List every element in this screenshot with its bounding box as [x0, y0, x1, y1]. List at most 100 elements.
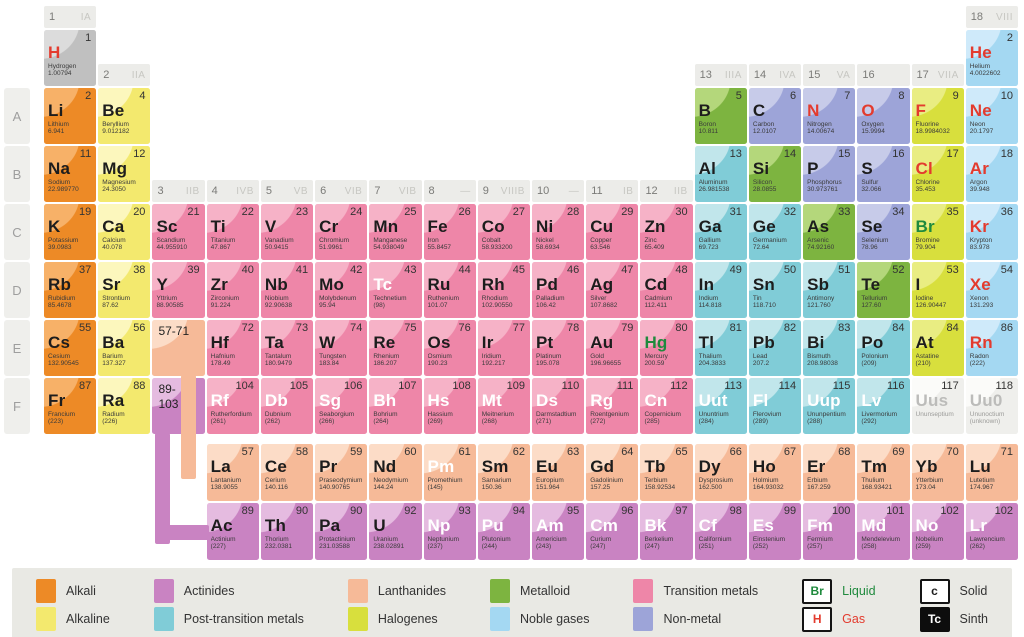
element-Pa[interactable]: 90 Pa Protactinium 231.03588 [315, 503, 368, 560]
element-Sg[interactable]: 106 Sg Seaborgium (266) [315, 378, 368, 434]
element-Cs[interactable]: 55 Cs Cesium 132.90545 [44, 320, 97, 376]
element-S[interactable]: 16 S Sulfur 32.066 [857, 146, 910, 202]
element-Pt[interactable]: 78 Pt Platinum 195.078 [531, 320, 585, 376]
element-Bi[interactable]: 83 Bi Bismuth 208.98038 [803, 320, 856, 376]
element-K[interactable]: 19 K Potassium 39.0983 [44, 204, 97, 260]
element-Lu[interactable]: 71 Lu Lutetium 174.967 [965, 444, 1018, 501]
element-Gd[interactable]: 64 Gd Gadolinium 157.25 [586, 444, 639, 501]
element-Fm[interactable]: 100 Fm Fermium (257) [803, 503, 856, 560]
element-Y[interactable]: 39 Y Yttrium 88.90585 [152, 262, 205, 318]
element-Nb[interactable]: 41 Nb Niobium 92.90638 [260, 262, 314, 318]
element-Am[interactable]: 95 Am Americium (243) [531, 503, 585, 560]
element-Nd[interactable]: 60 Nd Neodymium 144.24 [369, 444, 422, 501]
element-Pm[interactable]: 61 Pm Promethium (145) [423, 444, 476, 501]
element-Lr[interactable]: 102 Lr Lawrencium (262) [965, 503, 1018, 560]
element-Cf[interactable]: 98 Cf Californium (251) [694, 503, 747, 560]
element-Bh[interactable]: 107 Bh Bohrium (264) [369, 378, 422, 434]
element-Md[interactable]: 101 Md Mendelevium (258) [857, 503, 910, 560]
element-Yb[interactable]: 70 Yb Ytterbium 173.04 [911, 444, 964, 501]
element-Te[interactable]: 52 Te Tellurium 127.60 [857, 262, 910, 318]
element-Er[interactable]: 68 Er Erbium 167.259 [803, 444, 856, 501]
element-Uus[interactable]: 117 Uus Ununseptium [911, 378, 964, 434]
element-Ac[interactable]: 89 Ac Actinium (227) [206, 503, 259, 560]
element-Ag[interactable]: 47 Ag Silver 107.8682 [586, 262, 639, 318]
element-Zn[interactable]: 30 Zn Zinc 65.409 [640, 204, 693, 260]
element-Np[interactable]: 93 Np Neptunium (237) [423, 503, 476, 560]
element-Kr[interactable]: 36 Kr Krypton 83.978 [965, 204, 1018, 260]
element-Re[interactable]: 75 Re Rhenium 186.207 [369, 320, 422, 376]
element-W[interactable]: 74 W Tungsten 183.84 [315, 320, 368, 376]
element-In[interactable]: 49 In Indium 114.818 [694, 262, 747, 318]
element-Rn[interactable]: 86 Rn Radon (222) [965, 320, 1018, 376]
element-Fl[interactable]: 114 Fl Flerovium (289) [748, 378, 802, 434]
element-Cm[interactable]: 96 Cm Curium (247) [586, 503, 639, 560]
element-Uu0[interactable]: 118 Uu0 Ununoctium (unknown) [965, 378, 1018, 434]
element-Cn[interactable]: 112 Cn Copernicium (285) [640, 378, 693, 434]
element-Eu[interactable]: 63 Eu Europium 151.964 [531, 444, 585, 501]
element-Mg[interactable]: 12 Mg Magnesium 24.3050 [98, 146, 151, 202]
element-As[interactable]: 33 As Arsenic 74.92160 [803, 204, 856, 260]
element-Mn[interactable]: 25 Mn Manganese 54.938049 [369, 204, 422, 260]
element-Cu[interactable]: 29 Cu Copper 63.546 [586, 204, 639, 260]
element-O[interactable]: 8 O Oxygen 15.9994 [857, 88, 910, 144]
element-Pr[interactable]: 59 Pr Praseodymium 140.90765 [315, 444, 368, 501]
element-Ds[interactable]: 110 Ds Darmstadtium (271) [531, 378, 585, 434]
element-Mo[interactable]: 42 Mo Molybdenum 95.94 [315, 262, 368, 318]
element-Ca[interactable]: 20 Ca Calcium 40.078 [98, 204, 151, 260]
element-He[interactable]: 2 He Helium 4.0022602 [965, 30, 1018, 86]
placeholder-57-71[interactable]: 57-71 [152, 320, 205, 376]
element-Pb[interactable]: 82 Pb Lead 207.2 [748, 320, 802, 376]
element-Sm[interactable]: 62 Sm Samarium 150.36 [477, 444, 530, 501]
element-Co[interactable]: 27 Co Cobalt 58.933200 [477, 204, 530, 260]
element-Lv[interactable]: 116 Lv Livermorium (292) [857, 378, 910, 434]
element-C[interactable]: 6 C Carbon 12.0107 [748, 88, 802, 144]
element-Be[interactable]: 4 Be Beryllium 9.012182 [98, 88, 151, 144]
element-Fe[interactable]: 26 Fe Iron 55.8457 [423, 204, 476, 260]
element-Ti[interactable]: 22 Ti Titanium 47.867 [206, 204, 259, 260]
element-Ir[interactable]: 77 Ir Iridium 192.217 [477, 320, 530, 376]
element-Si[interactable]: 14 Si Silicon 28.0855 [748, 146, 802, 202]
element-Cr[interactable]: 24 Cr Chromium 51.9961 [315, 204, 368, 260]
element-Rg[interactable]: 111 Rg Roentgenium (272) [586, 378, 639, 434]
element-B[interactable]: 5 B Boron 10.811 [694, 88, 747, 144]
element-Hf[interactable]: 72 Hf Hafnium 178.49 [206, 320, 259, 376]
element-Sb[interactable]: 51 Sb Antimony 121.760 [803, 262, 856, 318]
element-Br[interactable]: 35 Br Bromine 79.904 [911, 204, 964, 260]
element-V[interactable]: 23 V Vanadium 50.9415 [260, 204, 314, 260]
element-Sc[interactable]: 21 Sc Scandium 44.955910 [152, 204, 205, 260]
element-Rb[interactable]: 37 Rb Rubidium 85.4678 [44, 262, 97, 318]
element-Tb[interactable]: 65 Tb Terbium 158.92534 [640, 444, 693, 501]
element-Al[interactable]: 13 Al Aluminum 26.981538 [694, 146, 747, 202]
element-P[interactable]: 15 P Phosphorus 30.973761 [803, 146, 856, 202]
element-Li[interactable]: 2 Li Lithium 6.941 [44, 88, 97, 144]
element-Fr[interactable]: 87 Fr Francium (223) [44, 378, 97, 434]
element-Ge[interactable]: 32 Ge Germanium 72.64 [748, 204, 802, 260]
element-Uup[interactable]: 115 Uup Ununpentium (288) [803, 378, 856, 434]
element-Ga[interactable]: 31 Ga Gallium 69.723 [694, 204, 747, 260]
element-Ba[interactable]: 56 Ba Barium 137.327 [98, 320, 151, 376]
element-Hs[interactable]: 108 Hs Hassium (269) [423, 378, 476, 434]
element-Ce[interactable]: 58 Ce Cerium 140.116 [260, 444, 314, 501]
element-Bk[interactable]: 97 Bk Berkelium (247) [640, 503, 693, 560]
element-Ta[interactable]: 73 Ta Tantalum 180.9479 [260, 320, 314, 376]
element-Sn[interactable]: 50 Sn Tin 118.710 [748, 262, 802, 318]
element-Xe[interactable]: 54 Xe Xenon 131.293 [965, 262, 1018, 318]
element-Pu[interactable]: 94 Pu Plutonium (244) [477, 503, 530, 560]
element-Mt[interactable]: 109 Mt Meitnerium (268) [477, 378, 530, 434]
element-Tm[interactable]: 69 Tm Thulium 168.93421 [857, 444, 910, 501]
element-Po[interactable]: 84 Po Polonium (209) [857, 320, 910, 376]
element-Na[interactable]: 11 Na Sodium 22.989770 [44, 146, 97, 202]
element-Hg[interactable]: 80 Hg Mercury 200.59 [640, 320, 693, 376]
element-Se[interactable]: 34 Se Selenium 78.96 [857, 204, 910, 260]
element-At[interactable]: 84 At Astatine (210) [911, 320, 964, 376]
element-Uut[interactable]: 113 Uut Ununtrium (284) [694, 378, 747, 434]
element-Th[interactable]: 90 Th Thorium 232.0381 [260, 503, 314, 560]
element-Es[interactable]: 99 Es Einstenium (252) [748, 503, 802, 560]
element-Ru[interactable]: 44 Ru Ruthenium 101.07 [423, 262, 476, 318]
element-Zr[interactable]: 40 Zr Zirconium 91.224 [206, 262, 259, 318]
element-H[interactable]: 1 H Hydrogen 1.00794 [44, 30, 97, 86]
element-U[interactable]: 92 U Uranium 238.02891 [369, 503, 422, 560]
element-Rf[interactable]: 104 Rf Rutherfordium (261) [206, 378, 259, 434]
element-No[interactable]: 102 No Nobelium (259) [911, 503, 964, 560]
element-Rh[interactable]: 45 Rh Rhodium 102.90550 [477, 262, 530, 318]
